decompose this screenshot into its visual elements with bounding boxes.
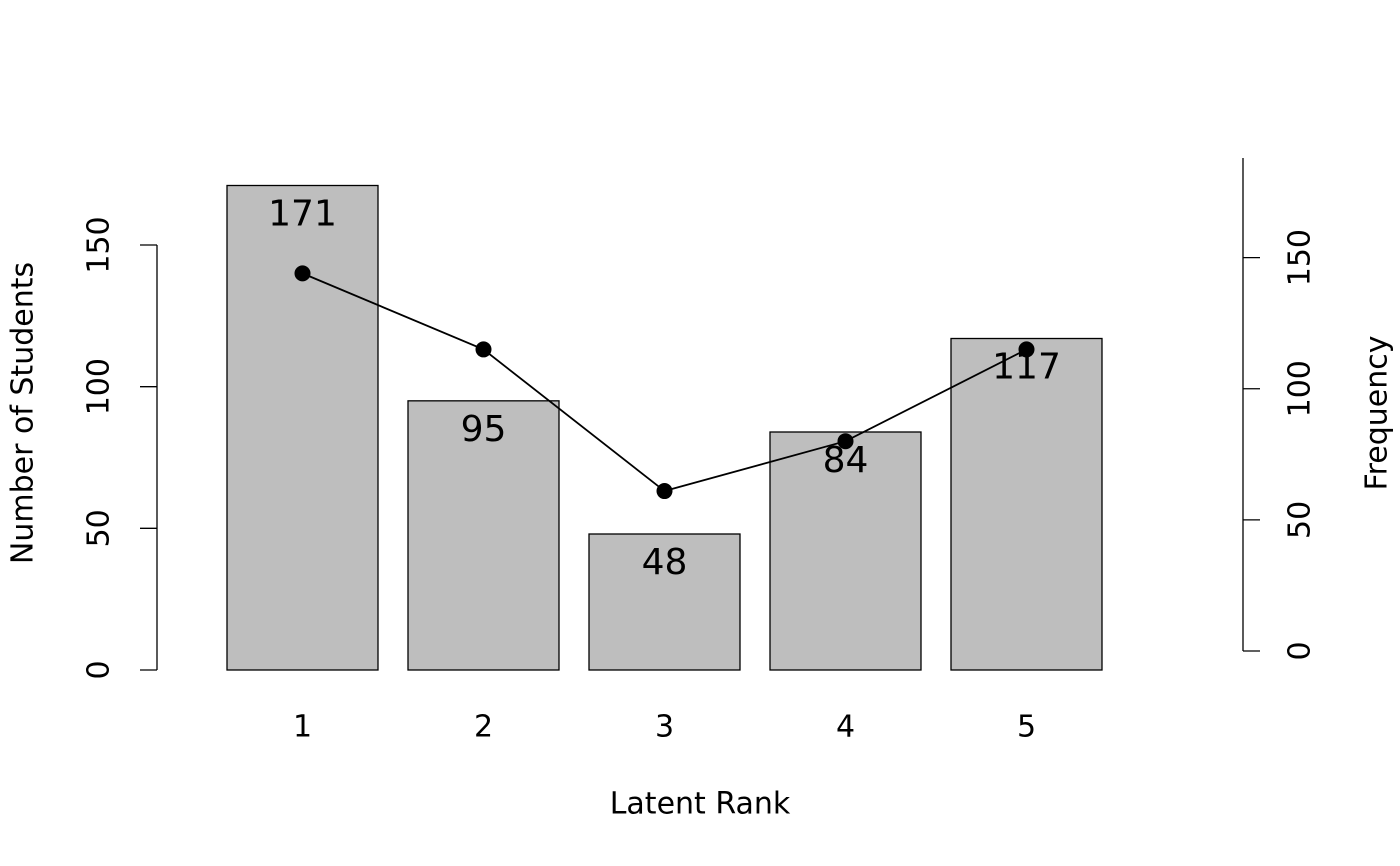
x-tick-label: 3 bbox=[655, 710, 674, 745]
bar bbox=[950, 337, 1103, 671]
y2-tick-label: 50 bbox=[1283, 501, 1318, 539]
bar bbox=[226, 184, 379, 671]
frequency-point bbox=[837, 433, 854, 450]
y-axis-label: Number of Students bbox=[6, 262, 41, 564]
y2-tick-label: 0 bbox=[1283, 641, 1318, 660]
y-tick-label: 50 bbox=[82, 509, 117, 547]
x-tick-label: 4 bbox=[836, 710, 855, 745]
frequency-point bbox=[656, 483, 673, 500]
frequency-point bbox=[475, 341, 492, 358]
x-axis-label: Latent Rank bbox=[610, 787, 791, 822]
y-tick-label: 150 bbox=[82, 216, 117, 273]
x-tick-label: 2 bbox=[474, 710, 493, 745]
y2-tick-label: 100 bbox=[1283, 360, 1318, 417]
bar bbox=[769, 431, 922, 671]
x-tick-label: 5 bbox=[1017, 710, 1036, 745]
y-tick-label: 0 bbox=[82, 660, 117, 679]
frequency-point bbox=[294, 265, 311, 282]
bar-value-label: 171 bbox=[268, 194, 337, 235]
y2-axis-label: Frequency bbox=[1360, 336, 1395, 491]
x-tick-label: 1 bbox=[293, 710, 312, 745]
bar-value-label: 48 bbox=[642, 542, 688, 583]
frequency-point bbox=[1018, 341, 1035, 358]
bar bbox=[588, 533, 741, 671]
y-tick-label: 100 bbox=[82, 358, 117, 415]
bar-value-label: 95 bbox=[461, 409, 507, 450]
y2-tick-label: 150 bbox=[1283, 229, 1318, 286]
bar bbox=[407, 400, 560, 671]
